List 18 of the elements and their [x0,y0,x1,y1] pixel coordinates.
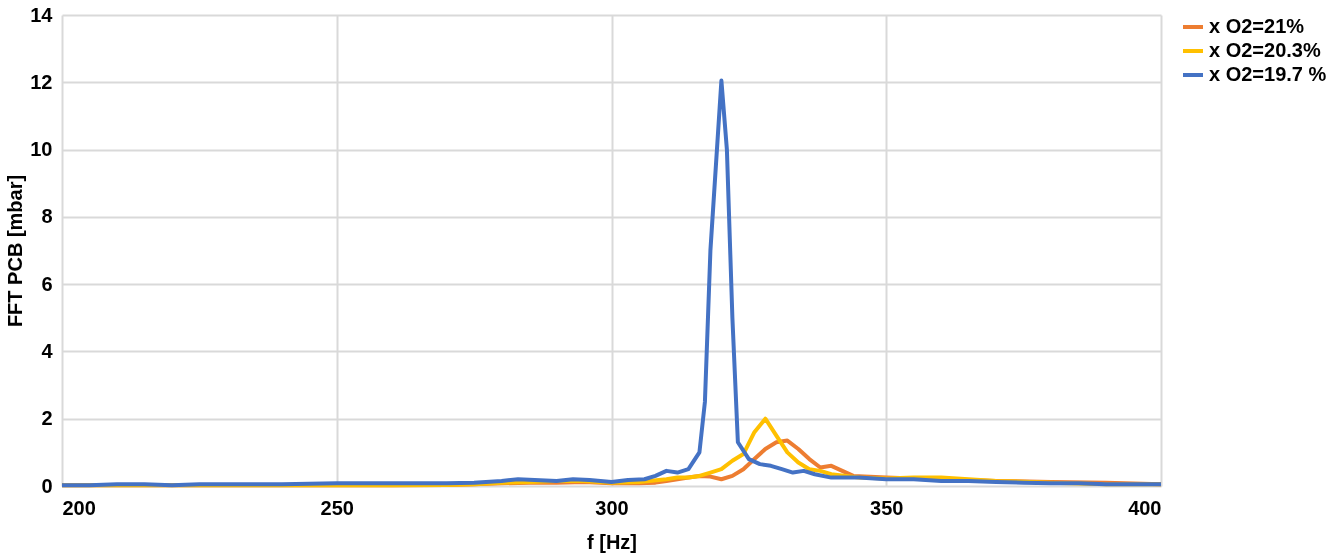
x-tick-label: 350 [870,496,904,519]
legend-label: x O2=20.3% [1209,39,1321,61]
y-tick-label: 4 [41,339,54,362]
y-tick-label: 0 [41,474,53,497]
x-tick-label: 300 [595,496,629,519]
y-tick-label: 14 [30,3,54,26]
y-tick-label: 2 [41,407,53,430]
x-tick-label: 200 [62,496,96,519]
y-tick-label: 8 [41,205,53,228]
legend-label: x O2=21% [1209,15,1305,37]
x-tick-label: 400 [1128,496,1162,519]
y-tick-label: 12 [30,70,53,93]
y-tick-label: 6 [41,272,53,295]
y-tick-label: 10 [30,138,53,161]
x-tick-label: 250 [320,496,354,519]
y-axis-title: FFT PCB [mbar] [4,174,27,328]
x-axis-title: f [Hz] [587,530,637,553]
legend-label: x O2=19.7 % [1209,63,1327,85]
